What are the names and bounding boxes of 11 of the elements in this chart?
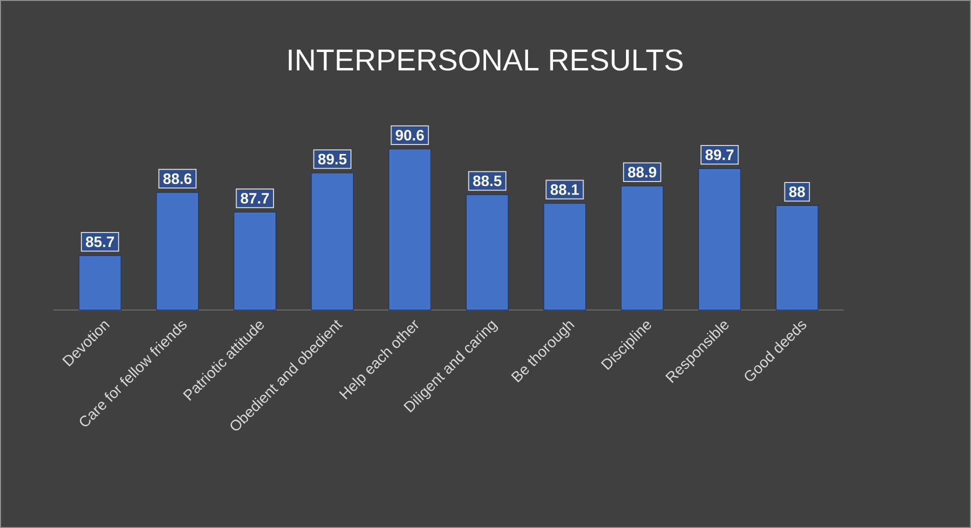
data-label: 88.9 [628, 166, 656, 178]
data-label: 89.5 [318, 154, 347, 164]
data-label: 88.6 [163, 173, 192, 184]
data-label: 88 [789, 186, 805, 198]
chart-title: INTERPERSONAL RESULTS [288, 49, 683, 71]
data-label: 88.5 [473, 176, 502, 186]
data-label: 87.7 [240, 192, 269, 204]
data-label: 89.7 [705, 149, 734, 160]
data-label: 90.6 [396, 130, 424, 140]
data-label: 88.1 [550, 184, 579, 195]
data-label: 85.7 [86, 236, 114, 248]
